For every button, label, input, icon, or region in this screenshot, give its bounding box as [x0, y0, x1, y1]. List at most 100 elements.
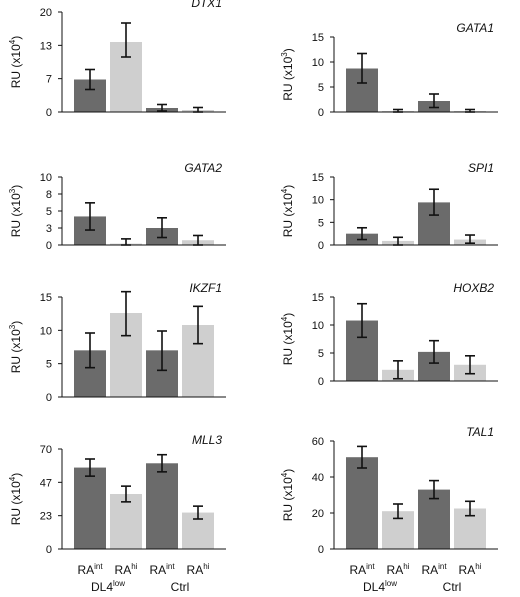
bar-label: RAint: [349, 562, 375, 577]
y-tick-label: 10: [312, 320, 324, 332]
y-tick-label: 70: [40, 444, 52, 456]
error-bar: [85, 202, 95, 231]
error-bar: [429, 188, 439, 216]
error-bar: [357, 52, 367, 84]
y-tick-label: 10: [40, 325, 52, 337]
bar: [146, 463, 178, 549]
bar-label: RAhi: [115, 562, 138, 577]
error-bar: [429, 93, 439, 109]
bar: [418, 489, 450, 549]
y-tick-label: 60: [312, 436, 324, 448]
y-tick-label: 3: [46, 223, 52, 235]
error-bar: [121, 485, 131, 503]
y-tick-label: 8: [46, 189, 52, 201]
y-axis-label: RU (x104): [8, 36, 23, 88]
y-axis-label: RU (x104): [280, 313, 295, 365]
chart-title: MLL3: [192, 433, 222, 447]
chart-title: GATA1: [456, 21, 494, 35]
bar-label: RAint: [77, 562, 103, 577]
bar: [346, 457, 378, 549]
error-bar: [465, 234, 475, 244]
y-tick-label: 5: [46, 206, 52, 218]
error-bar: [357, 302, 367, 339]
error-bar: [85, 458, 95, 477]
y-tick-label: 0: [318, 107, 324, 119]
error-bar: [157, 217, 167, 239]
y-tick-label: 0: [318, 544, 324, 556]
y-tick-label: 5: [318, 348, 324, 360]
chart-title: SPI1: [468, 161, 494, 175]
y-tick-label: 7: [46, 74, 52, 86]
error-bar: [121, 290, 131, 337]
error-bar: [393, 360, 403, 380]
y-axis-label: RU (x104): [280, 185, 295, 237]
chart-title: DTX1: [191, 0, 222, 10]
error-bar: [157, 330, 167, 372]
y-axis-label: RU (x104): [280, 469, 295, 521]
chart-title: GATA2: [184, 161, 222, 175]
chart-title: IKZF1: [189, 281, 222, 295]
group-label: Ctrl: [443, 580, 462, 594]
bar-label: RAhi: [387, 562, 410, 577]
group-label: DL4low: [363, 579, 397, 594]
y-tick-label: 10: [312, 195, 324, 207]
chart-dtx1: 0 7 13 20 DTX1 RU (x104): [8, 0, 226, 119]
y-tick-label: 0: [46, 240, 52, 252]
y-tick-label: 0: [46, 544, 52, 556]
y-axis-label: RU (x103): [8, 185, 23, 237]
y-tick-label: 5: [46, 359, 52, 371]
error-bar: [357, 226, 367, 241]
bar-label: RAint: [149, 562, 175, 577]
y-tick-label: 20: [312, 508, 324, 520]
chart-gata2: 0 3 5 8 10 GATA2 RU (x103): [8, 161, 226, 252]
bar: [110, 494, 142, 549]
error-bar: [393, 503, 403, 520]
y-tick-label: 15: [312, 172, 324, 184]
bar: [74, 467, 106, 549]
chart-tal1: 0 20 40 60 TAL1 RU (x104): [280, 425, 498, 556]
bar-label: RAint: [421, 562, 447, 577]
error-bar: [357, 445, 367, 469]
y-tick-label: 20: [40, 7, 52, 19]
y-tick-label: 23: [40, 511, 52, 523]
error-bar: [193, 305, 203, 345]
y-tick-label: 15: [312, 32, 324, 44]
group-label: DL4low: [91, 579, 125, 594]
chart-spi1: 0 5 10 15 SPI1 RU (x104): [280, 161, 498, 252]
x-axis-labels-mll3: RAint RAhi RAint RAhi DL4low Ctrl: [77, 562, 209, 594]
error-bar: [157, 453, 167, 473]
chart-ikzf1: 0 5 10 15 IKZF1 RU (x103): [8, 281, 226, 404]
y-tick-label: 5: [318, 82, 324, 94]
error-bar: [85, 68, 95, 91]
error-bar: [465, 354, 475, 375]
y-tick-label: 0: [318, 240, 324, 252]
y-tick-label: 13: [40, 40, 52, 52]
y-tick-label: 15: [312, 292, 324, 304]
chart-title: TAL1: [466, 425, 494, 439]
y-tick-label: 15: [40, 292, 52, 304]
x-axis-labels-tal1: RAint RAhi RAint RAhi DL4low Ctrl: [349, 562, 481, 594]
chart-gata1: 0 5 10 15 GATA1 RU (x103): [280, 21, 498, 119]
error-bar: [121, 22, 131, 58]
error-bar: [429, 479, 439, 500]
error-bar: [157, 103, 167, 112]
bar-label: RAhi: [459, 562, 482, 577]
y-tick-label: 5: [318, 217, 324, 229]
y-tick-label: 0: [46, 392, 52, 404]
y-tick-label: 0: [46, 107, 52, 119]
y-tick-label: 10: [312, 57, 324, 69]
y-axis-label: RU (x103): [8, 321, 23, 373]
y-tick-label: 10: [40, 172, 52, 184]
bar-label: RAhi: [187, 562, 210, 577]
error-bar: [429, 339, 439, 364]
error-bar: [193, 106, 203, 113]
y-axis-label: RU (x104): [8, 473, 23, 525]
y-axis-label: RU (x103): [280, 48, 295, 100]
chart-hoxb2: 0 5 10 15 HOXB2 RU (x104): [280, 281, 498, 388]
chart-mll3: 0 23 47 70 MLL3 RU (x104): [8, 433, 226, 556]
y-tick-label: 40: [312, 472, 324, 484]
y-tick-label: 0: [318, 376, 324, 388]
group-label: Ctrl: [171, 580, 190, 594]
error-bar: [193, 505, 203, 520]
